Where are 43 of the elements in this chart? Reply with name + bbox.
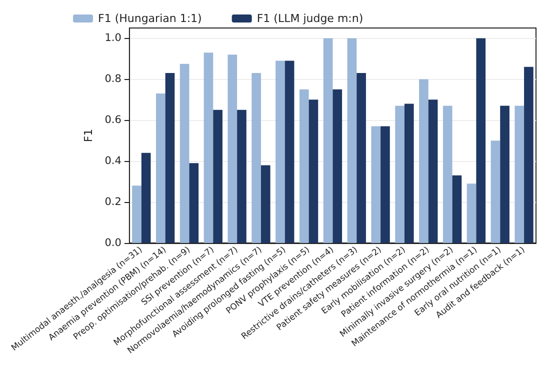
bar xyxy=(442,106,452,243)
bar xyxy=(299,89,309,243)
bar xyxy=(213,110,222,243)
bar xyxy=(132,186,142,243)
bar xyxy=(189,163,199,243)
bar xyxy=(466,184,476,243)
bar xyxy=(180,64,190,243)
bar xyxy=(156,94,166,243)
bar xyxy=(284,60,294,243)
bar xyxy=(490,140,500,243)
y-tick-label: 0.0 xyxy=(104,237,122,249)
y-tick-label: 0.6 xyxy=(104,114,122,126)
bar xyxy=(428,100,438,243)
bar xyxy=(404,104,414,243)
y-tick-label: 0.4 xyxy=(104,155,122,168)
bar xyxy=(452,175,462,243)
bar xyxy=(141,152,151,243)
bar xyxy=(260,165,270,243)
y-tick-label: 1.0 xyxy=(104,32,122,44)
bar xyxy=(228,54,238,243)
bar xyxy=(323,38,333,243)
bar xyxy=(419,79,428,243)
bar xyxy=(347,38,357,243)
bar xyxy=(395,106,404,243)
legend-label: F1 (Hungarian 1:1) xyxy=(98,12,202,25)
bar xyxy=(356,73,366,243)
bar xyxy=(237,110,246,243)
bar xyxy=(204,52,214,243)
bar xyxy=(380,126,390,243)
bar xyxy=(332,89,342,243)
bar xyxy=(476,38,486,243)
bar xyxy=(371,126,381,243)
bar xyxy=(308,100,318,243)
bar xyxy=(276,60,285,243)
bar xyxy=(165,73,175,243)
y-axis-title: F1 xyxy=(82,128,95,142)
bar xyxy=(514,106,524,243)
y-tick-label: 0.8 xyxy=(104,73,122,86)
bar xyxy=(524,66,534,243)
legend-label: F1 (LLM judge m:n) xyxy=(256,12,364,25)
y-tick-label: 0.2 xyxy=(104,196,122,208)
bar xyxy=(252,73,261,243)
bar xyxy=(500,106,510,243)
